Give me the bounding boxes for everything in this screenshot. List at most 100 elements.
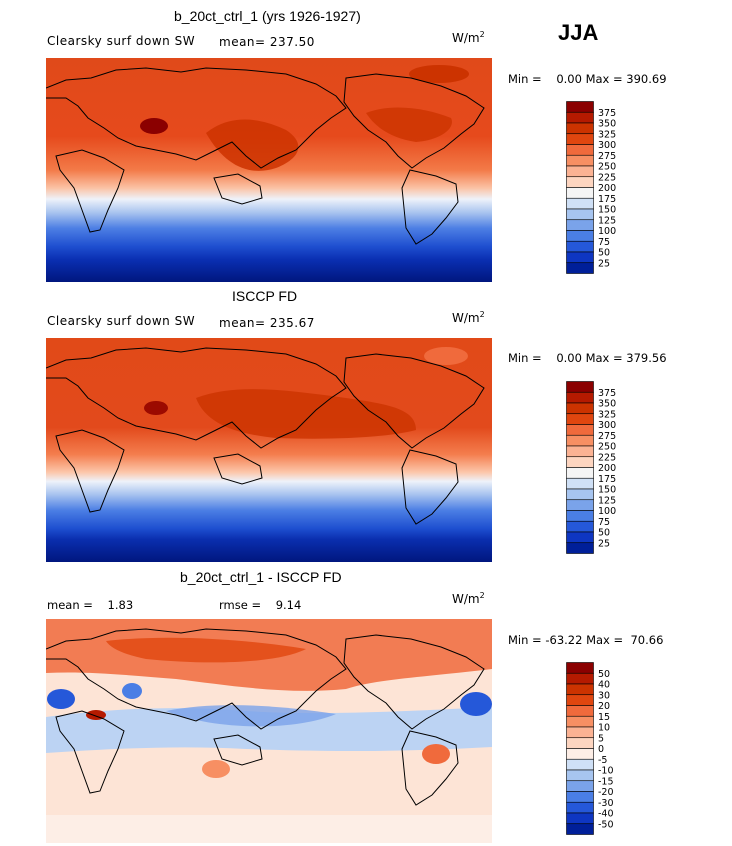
colorbar-tick-label: 100 xyxy=(598,506,616,517)
colorbar-tick-label: 15 xyxy=(598,712,610,723)
panel2-field-label: Clearsky surf down SW xyxy=(47,314,196,328)
colorbar-swatch xyxy=(566,737,594,749)
colorbar-swatch xyxy=(566,812,594,825)
colorbar-tick-label: 175 xyxy=(598,474,616,485)
colorbar-swatch xyxy=(566,662,594,674)
colorbar-swatch xyxy=(566,791,594,803)
panel1-field-fill xyxy=(46,58,492,282)
panel3-minmax: Min = -63.22 Max = 70.66 xyxy=(508,633,664,647)
colorbar-swatch xyxy=(566,694,594,706)
colorbar-tick-label: 200 xyxy=(598,463,616,474)
colorbar-tick-label: 10 xyxy=(598,723,610,734)
colorbar-swatch xyxy=(566,445,594,458)
colorbar-tick-label: 350 xyxy=(598,399,616,410)
colorbar-tick-label: 20 xyxy=(598,701,610,712)
colorbar-tick-label: 300 xyxy=(598,140,616,151)
colorbar-tick-label: 100 xyxy=(598,226,616,237)
colorbar-swatch xyxy=(566,154,594,167)
colorbar-swatch xyxy=(566,758,594,771)
colorbar-tick-label: -40 xyxy=(598,809,614,820)
colorbar-tick-label: 50 xyxy=(598,528,610,539)
panel2-max-region xyxy=(144,401,168,415)
colorbar-tick-label: -5 xyxy=(598,755,607,766)
colorbar-swatch xyxy=(566,531,594,544)
panel3-mean: mean = 1.83 xyxy=(47,598,134,612)
panel2-high-region xyxy=(196,389,416,439)
panel3-min-region xyxy=(47,689,75,709)
colorbar-swatch xyxy=(566,499,594,511)
colorbar-tick-label: 150 xyxy=(598,205,616,216)
colorbar-swatch xyxy=(566,208,594,221)
colorbar-swatch xyxy=(566,101,594,113)
colorbar-swatch xyxy=(566,219,594,231)
panel1-high-region-2 xyxy=(366,107,452,142)
colorbar-tick-label: -10 xyxy=(598,766,614,777)
panel1-field-label: Clearsky surf down SW xyxy=(47,34,196,48)
colorbar-tick-label: 375 xyxy=(598,108,616,119)
panel2-map xyxy=(46,338,492,562)
colorbar-swatch xyxy=(566,780,594,792)
colorbar-tick-label: 350 xyxy=(598,119,616,130)
colorbar-tick-label: 125 xyxy=(598,215,616,226)
panel3-negative-core xyxy=(166,705,336,727)
panel2-colorbar-boxes xyxy=(566,381,594,554)
colorbar-swatch xyxy=(566,187,594,199)
panel2-title: ISCCP FD xyxy=(232,288,298,304)
panel1-minmax: Min = 0.00 Max = 390.69 xyxy=(508,72,667,86)
panel3-rmse: rmse = 9.14 xyxy=(219,598,302,612)
panel1-colorbar: 3753503253002752502252001751501251007550… xyxy=(566,101,616,274)
panel2-colorbar: 3753503253002752502252001751501251007550… xyxy=(566,381,616,554)
colorbar-swatch xyxy=(566,542,594,554)
panel1-units: W/m2 xyxy=(452,30,485,45)
colorbar-tick-label: -15 xyxy=(598,776,614,787)
colorbar-swatch xyxy=(566,801,594,814)
colorbar-tick-label: 30 xyxy=(598,690,610,701)
colorbar-tick-label: 50 xyxy=(598,669,610,680)
panel3-negative-band xyxy=(46,707,492,753)
panel2-minmax: Min = 0.00 Max = 379.56 xyxy=(508,351,667,365)
panel1-map xyxy=(46,58,492,282)
colorbar-swatch xyxy=(566,262,594,274)
colorbar-tick-label: 225 xyxy=(598,172,616,183)
colorbar-swatch xyxy=(566,122,594,135)
colorbar-tick-label: 200 xyxy=(598,183,616,194)
colorbar-tick-label: 0 xyxy=(598,744,604,755)
colorbar-swatch xyxy=(566,424,594,436)
colorbar-tick-label: 50 xyxy=(598,248,610,259)
colorbar-tick-label: 75 xyxy=(598,517,610,528)
panel2-field-fill xyxy=(46,338,492,562)
panel2-colorbar-labels: 3753503253002752502252001751501251007550… xyxy=(598,388,616,550)
panel3-min-region-2 xyxy=(122,683,142,699)
colorbar-swatch xyxy=(566,748,594,760)
colorbar-swatch xyxy=(566,240,594,253)
panel3-positive-australia xyxy=(202,760,230,778)
colorbar-swatch xyxy=(566,520,594,533)
colorbar-swatch xyxy=(566,434,594,447)
colorbar-swatch xyxy=(566,391,594,404)
colorbar-tick-label: 150 xyxy=(598,485,616,496)
colorbar-swatch xyxy=(566,467,594,479)
colorbar-tick-label: 225 xyxy=(598,452,616,463)
panel1-max-region xyxy=(140,118,168,134)
colorbar-tick-label: 275 xyxy=(598,431,616,442)
colorbar-tick-label: -20 xyxy=(598,787,614,798)
colorbar-tick-label: 5 xyxy=(598,733,604,744)
colorbar-tick-label: 125 xyxy=(598,495,616,506)
colorbar-swatch xyxy=(566,176,594,188)
season-label: JJA xyxy=(558,20,599,45)
colorbar-swatch xyxy=(566,769,594,782)
colorbar-swatch xyxy=(566,477,594,490)
colorbar-swatch xyxy=(566,381,594,393)
panel3-colorbar-boxes xyxy=(566,662,594,835)
colorbar-tick-label: 25 xyxy=(598,258,610,269)
colorbar-swatch xyxy=(566,715,594,728)
colorbar-swatch xyxy=(566,683,594,696)
colorbar-tick-label: 250 xyxy=(598,162,616,173)
colorbar-tick-label: 75 xyxy=(598,237,610,248)
panel1-title: b_20ct_ctrl_1 (yrs 1926-1927) xyxy=(174,8,361,24)
colorbar-swatch xyxy=(566,510,594,522)
panel3-title: b_20ct_ctrl_1 - ISCCP FD xyxy=(180,569,342,585)
colorbar-swatch xyxy=(566,413,594,425)
